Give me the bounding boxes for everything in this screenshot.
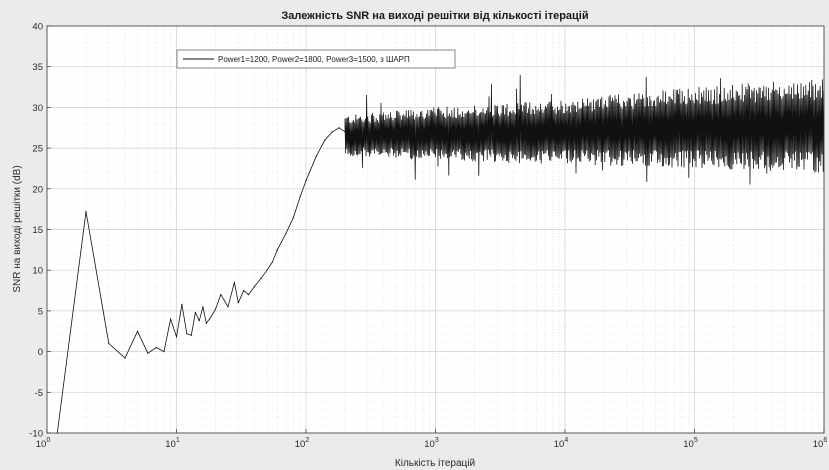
data-point — [208, 318, 211, 320]
x-tick-label: 102 — [295, 437, 310, 450]
data-point — [260, 277, 262, 279]
data-point — [220, 294, 222, 296]
y-axis-label: SNR на виході решітки (dB) — [12, 165, 23, 292]
data-point — [186, 333, 188, 335]
data-point — [175, 336, 178, 338]
y-tick-label: 20 — [32, 184, 43, 195]
data-point — [247, 294, 250, 296]
data-point — [108, 342, 110, 345]
x-tick-label: 101 — [165, 437, 180, 450]
x-axis-label: Кількість ітерацій — [395, 458, 475, 469]
data-point — [285, 232, 287, 235]
y-tick-label: 35 — [32, 62, 43, 73]
data-point — [169, 318, 172, 320]
data-point — [214, 308, 217, 310]
y-tick-label: -5 — [35, 388, 43, 399]
y-tick-label: 15 — [32, 225, 43, 236]
y-tick-label: 40 — [32, 22, 43, 33]
data-point — [324, 139, 326, 141]
x-tick-label: 105 — [683, 437, 698, 450]
x-tick-label: 106 — [813, 437, 828, 450]
data-point — [305, 180, 307, 182]
chart-title: Залежність SNR на виході решітки від кіл… — [281, 10, 588, 22]
data-point — [233, 281, 236, 284]
x-tick-label: 100 — [36, 437, 51, 450]
y-tick-label: 10 — [32, 266, 43, 277]
data-point — [85, 210, 87, 213]
data-point — [237, 302, 239, 304]
data-point — [198, 320, 200, 322]
data-point — [292, 216, 295, 218]
data-point — [147, 352, 149, 354]
data-point — [315, 155, 317, 157]
data-point — [227, 306, 229, 308]
data-point — [253, 285, 256, 288]
data-point — [271, 261, 273, 263]
data-point — [276, 249, 278, 251]
data-point — [136, 330, 139, 332]
data-point — [181, 303, 183, 305]
y-tick-label: 0 — [38, 347, 43, 358]
y-tick-label: 30 — [32, 103, 43, 114]
data-point — [205, 322, 207, 324]
y-tick-label: -10 — [29, 429, 43, 440]
data-point — [163, 351, 165, 353]
legend-entry-label: Power1=1200, Power2=1800, Power3=1500, з… — [218, 55, 410, 64]
data-point — [344, 131, 346, 133]
data-point — [124, 357, 126, 359]
data-point — [243, 289, 245, 292]
y-tick-label: 5 — [38, 306, 43, 317]
data-point — [194, 311, 197, 314]
data-point — [338, 127, 340, 129]
y-tick-label: 25 — [32, 144, 43, 155]
data-point — [155, 346, 158, 349]
legend-box — [176, 49, 456, 69]
axis-ticks: 100 101 102 103 104 105 1064035302520151050-5-… — [29, 22, 827, 451]
x-tick-label: 104 — [554, 437, 569, 450]
data-point — [202, 306, 204, 308]
data-point — [299, 196, 301, 198]
series-line — [56, 74, 825, 434]
data-point — [190, 334, 192, 336]
x-tick-label: 103 — [424, 437, 439, 450]
data-point — [266, 269, 268, 271]
legend: Power1=1200, Power2=1800, Power3=1500, з… — [176, 49, 456, 69]
data-point — [331, 131, 334, 133]
series-layer — [56, 74, 825, 434]
